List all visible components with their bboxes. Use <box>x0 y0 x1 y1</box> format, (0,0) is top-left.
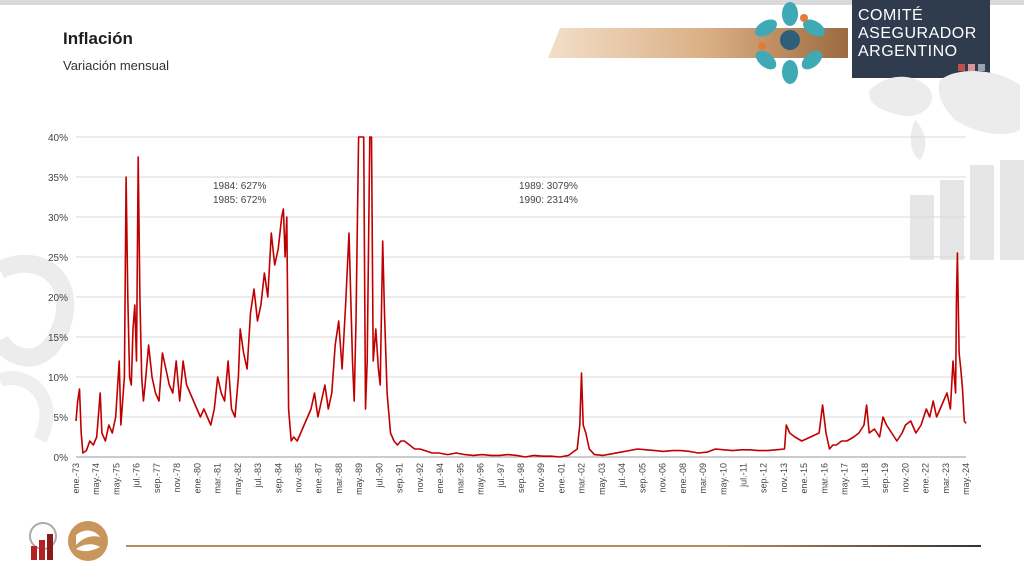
y-tick-label: 10% <box>48 373 68 384</box>
x-tick-label: ene.-01 <box>556 463 566 494</box>
footer-divider <box>126 545 981 547</box>
series-group <box>75 136 967 458</box>
logo-line-1: COMITÉ <box>858 7 924 24</box>
logo-line-2: ASEGURADOR <box>858 25 977 42</box>
top-bar <box>0 0 1024 5</box>
footer-globe-icon <box>29 522 57 560</box>
logo-squares <box>958 64 985 71</box>
y-tick-label: 5% <box>54 413 69 424</box>
annotation-1984-line1: 1984: 627% <box>213 181 266 192</box>
x-tick-label: sep.-84 <box>273 463 283 493</box>
x-tick-label: nov.-78 <box>172 463 182 492</box>
chart-title: Inflación <box>63 29 133 48</box>
x-tick-label: ene.-15 <box>799 463 809 494</box>
x-tick-label: mar.-23 <box>941 463 951 494</box>
y-tick-label: 35% <box>48 173 68 184</box>
x-tick-label: jul.-76 <box>132 463 142 489</box>
logo-line-3: ARGENTINO <box>858 43 958 60</box>
x-tick-label: mar.-16 <box>819 463 829 494</box>
annotation-1989-line1: 1989: 3079% <box>519 181 578 192</box>
x-tick-label: may.-24 <box>961 463 971 495</box>
x-tick-label: jul.-18 <box>860 463 870 489</box>
x-tick-label: jul.-04 <box>617 463 627 489</box>
x-tick-label: may.-89 <box>354 463 364 495</box>
annotation-1985-line2: 1985: 672% <box>213 195 266 206</box>
x-tick-label: may.-74 <box>91 463 101 495</box>
x-tick-label: nov.-92 <box>415 463 425 492</box>
world-map-decoration <box>869 70 1020 160</box>
company-logo: COMITÉ ASEGURADOR ARGENTINO <box>852 0 990 78</box>
x-tick-label: sep.-98 <box>516 463 526 493</box>
x-tick-label: sep.-12 <box>759 463 769 493</box>
x-tick-label: may.-75 <box>111 463 121 495</box>
x-tick-label: mar.-09 <box>698 463 708 494</box>
x-tick-label: ene.-22 <box>921 463 931 494</box>
footer-emblem-icon <box>68 521 108 561</box>
x-tick-label: nov.-99 <box>536 463 546 492</box>
x-tick-label: may.-96 <box>476 463 486 495</box>
x-tick-label: ene.-80 <box>192 463 202 494</box>
x-tick-label: jul.-97 <box>496 463 506 489</box>
x-tick-label: nov.-20 <box>900 463 910 492</box>
y-tick-label: 40% <box>48 133 68 144</box>
x-tick-label: ene.-73 <box>71 463 81 494</box>
grid-lines <box>76 136 966 458</box>
x-tick-label: sep.-91 <box>395 463 405 493</box>
x-tick-label: may.-03 <box>597 463 607 495</box>
x-tick-label: sep.-05 <box>637 463 647 493</box>
x-tick-label: mar.-88 <box>334 463 344 494</box>
x-tick-label: ene.-08 <box>678 463 688 494</box>
x-tick-label: nov.-06 <box>658 463 668 492</box>
x-tick-label: jul.-11 <box>739 463 749 488</box>
x-tick-label: mar.-95 <box>455 463 465 494</box>
x-tick-label: ene.-94 <box>435 463 445 494</box>
x-tick-label: may.-17 <box>840 463 850 495</box>
x-tick-label: may.-10 <box>718 463 728 495</box>
x-tick-label: nov.-85 <box>294 463 304 492</box>
x-tick-label: sep.-77 <box>152 463 162 493</box>
y-tick-label: 20% <box>48 293 68 304</box>
y-tick-label: 25% <box>48 253 68 264</box>
x-tick-label: jul.-90 <box>374 463 384 489</box>
x-tick-label: ene.-87 <box>314 463 324 494</box>
y-tick-label: 0% <box>54 453 69 464</box>
x-axis-ticks: ene.-73 may.-74 may.-75 jul.-76 sep.-77 nov.-… <box>71 463 971 495</box>
y-tick-label: 30% <box>48 213 68 224</box>
x-tick-label: mar.-81 <box>213 463 223 494</box>
y-axis-ticks: 0% 5% 10% 15% 20% 25% 30% 35% 40% <box>48 133 68 464</box>
people-logo-icon <box>755 2 825 84</box>
swirl-decoration <box>0 254 75 444</box>
x-tick-label: mar.-02 <box>577 463 587 494</box>
x-tick-label: may.-82 <box>233 463 243 495</box>
series-line-0 <box>75 136 967 458</box>
x-tick-label: sep.-19 <box>880 463 890 493</box>
y-tick-label: 15% <box>48 333 68 344</box>
annotation-1990-line2: 1990: 2314% <box>519 195 578 206</box>
x-tick-label: jul.-83 <box>253 463 263 489</box>
chart-subtitle: Variación mensual <box>63 58 169 73</box>
x-tick-label: nov.-13 <box>779 463 789 492</box>
bars-decoration <box>910 160 1024 260</box>
